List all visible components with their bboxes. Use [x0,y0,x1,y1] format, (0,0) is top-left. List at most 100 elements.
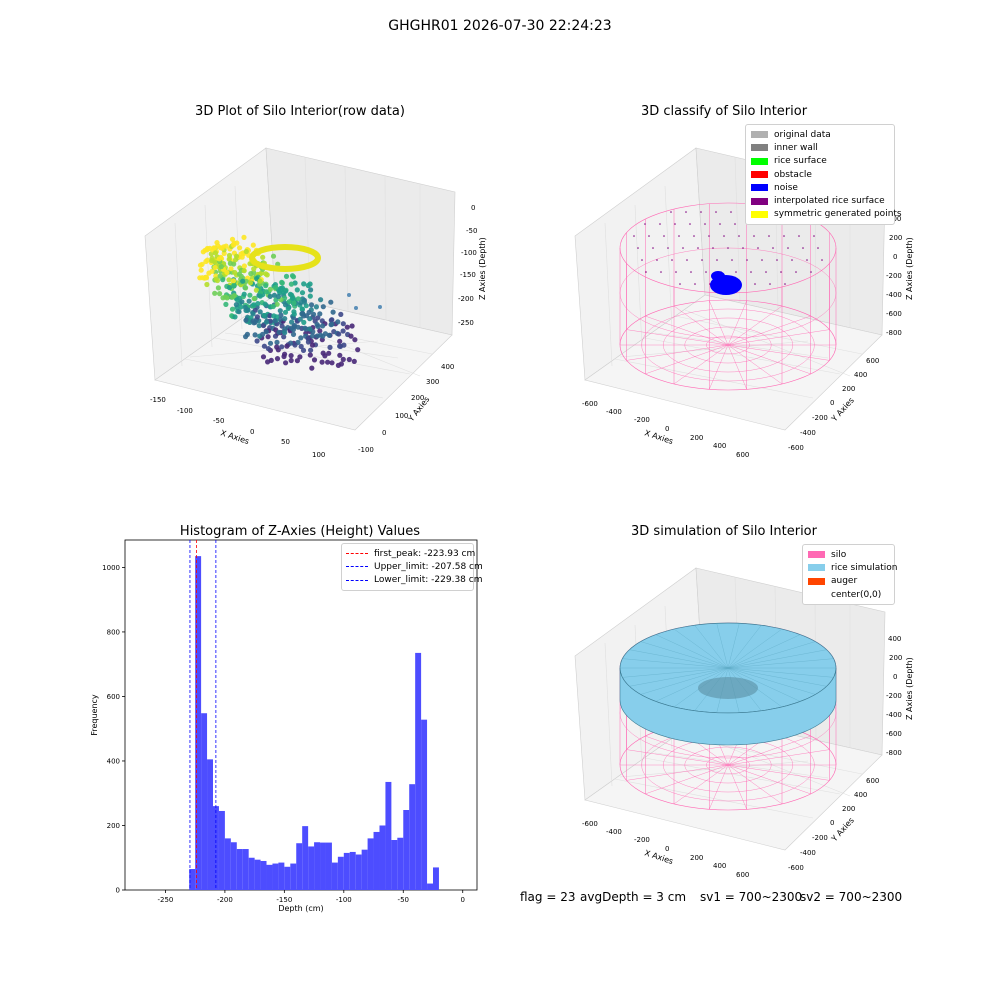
raw-point [231,261,237,267]
interpolated-point [716,259,718,261]
rice-mesh-line [727,634,801,669]
legend-item-noise: noise [751,181,889,194]
silo-floor-spoke [727,344,747,390]
raw-point [338,311,344,317]
histogram-bar [325,842,332,890]
legend-swatch [751,131,768,139]
histogram-y-tick-label: 600 [107,693,120,701]
histogram-bar [373,831,380,890]
legend-item-silo: silo [808,548,889,561]
raw-z-tick: 0 [471,204,475,212]
histogram-bar [195,556,202,890]
raw-point [270,253,277,259]
raw-x-tick: 100 [312,451,325,459]
raw-point [294,287,300,293]
raw-point [254,338,260,344]
silo-floor-spoke [727,764,830,781]
raw-point [265,359,271,365]
pane-gridline [644,757,841,795]
histogram-legend: first_peak: -223.93 cm Upper_limit: -207… [341,543,483,591]
raw-point [265,346,271,352]
raw-x-tick: -150 [150,396,166,404]
interpolated-point [783,235,785,237]
interpolated-point [637,247,639,249]
raw-point [288,281,294,287]
raw-point [337,343,343,349]
interpolated-point [730,211,732,213]
legend-item-rice-surface: rice surface [751,155,889,168]
histogram-bar [207,759,213,890]
interpolated-point [708,235,710,237]
legend-label: rice surface [774,156,827,167]
classify-x-tick: 200 [690,434,703,442]
raw-point [215,285,221,291]
raw-point [282,316,288,322]
pane-gridline [189,340,379,358]
raw-point [229,306,236,312]
classify-y-tick: -400 [800,429,816,437]
raw-point [290,331,297,337]
raw-point [275,293,281,300]
raw-point [330,309,336,315]
histogram-bar [415,652,422,890]
classify-y-tick: 400 [854,371,867,379]
raw-point [261,343,267,349]
legend-item-center: center(0,0) [808,588,889,601]
raw-z-tick: -50 [466,227,477,235]
raw-point [284,343,290,349]
raw-point [340,321,346,327]
raw-point [241,268,247,274]
raw-x-label: X Axies [219,428,250,446]
raw-point [329,360,335,366]
noise-cluster-top [711,271,725,281]
histogram-bar [385,781,392,890]
histogram-vlines [189,540,217,890]
raw-point [223,243,229,249]
silo-floor-spoke [727,329,830,346]
histogram-bar [320,842,326,890]
status-sv1: sv1 = 700~2300 [700,890,803,904]
silo-floor-spoke [673,305,729,346]
classify-noise-cluster [710,271,742,295]
interpolated-point [761,259,763,261]
raw-point [242,304,248,310]
classify-x-tick: -200 [634,416,650,424]
simulation-z-tick: -400 [886,711,902,719]
raw-point [250,242,256,248]
raw-x-tick: 0 [250,428,254,436]
legend-item-rice-simulation: rice simulation [808,561,897,574]
raw-point [346,356,352,363]
interpolated-point [769,283,771,285]
raw-point [267,340,274,346]
legend-line-blue [346,566,368,568]
legend-swatch [751,197,768,205]
interpolated-point [694,283,696,285]
classify-z-tick: -800 [886,329,902,337]
raw-point [309,333,316,339]
raw-point [203,274,209,280]
histogram-bar [349,851,356,890]
histogram-x-ticks: -250 -200 -150 -100 -50 0 [157,890,465,904]
raw-point [257,293,263,299]
interpolated-point [746,259,748,261]
classify-z-tick: 0 [893,253,897,261]
raw-point [307,293,313,299]
pane-gridline [604,222,613,367]
histogram-bar [248,857,255,890]
raw-outlier-point [347,293,351,297]
raw-point [314,322,320,328]
raw-point [230,278,237,284]
histogram-bar [284,866,291,890]
interpolated-point [682,247,684,249]
raw-point [216,256,222,262]
raw-point [311,357,318,363]
histogram-bar [218,810,225,890]
raw-point [281,353,287,360]
raw-point [214,277,221,284]
interpolated-point [645,271,647,273]
simulation-x-label: X Axies [643,848,674,866]
raw-y-tick: -100 [358,446,374,454]
classify-x-tick: 600 [736,451,749,459]
raw-point [341,342,347,348]
histogram-bar [361,849,368,890]
